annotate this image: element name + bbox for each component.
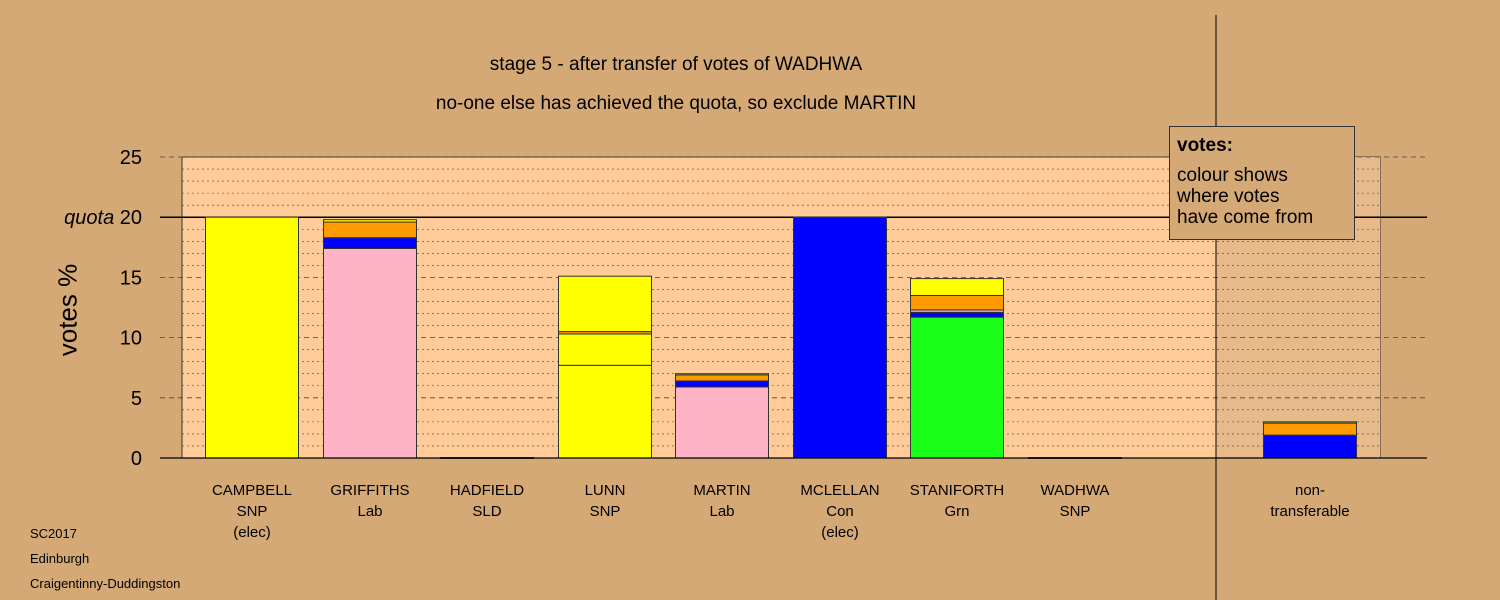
chart-title: stage 5 - after transfer of votes of WAD… [489, 54, 863, 75]
candidate-name: STANIFORTH [909, 482, 1005, 499]
candidate-name: MCLELLAN [800, 482, 880, 499]
bar-segment [205, 216, 299, 459]
bar-segment [675, 380, 769, 388]
bar-segment [558, 364, 652, 459]
candidate-name: MARTIN [693, 482, 751, 499]
bar-segment [910, 311, 1004, 318]
bar-segment [1263, 422, 1357, 436]
bar-segment [1263, 421, 1357, 424]
bar-segment [910, 278, 1004, 296]
candidate-name: LUNN [584, 482, 626, 499]
legend-line: where votes [1177, 186, 1280, 207]
y-tick-label: 0 [131, 448, 142, 470]
bar-segment [675, 386, 769, 459]
category-label-nontransferable: non- transferable [1250, 480, 1370, 522]
bar-segment [675, 374, 769, 382]
category-label-griffiths: GRIFFITHS Lab [310, 480, 430, 522]
bar-segment [910, 316, 1004, 459]
legend-line: have come from [1177, 207, 1314, 228]
candidate-name: CAMPBELL [211, 482, 293, 499]
y-axis-label: votes % [52, 263, 83, 357]
bar-segment [558, 275, 652, 333]
footer-line: Edinburgh [30, 551, 90, 566]
category-label-lunn: LUNN SNP [545, 480, 665, 522]
legend-box: votes: colour shows where votes have com… [1169, 126, 1355, 240]
bar-segment [323, 219, 417, 223]
bar-segment [323, 248, 417, 459]
category-label-hadfield: HADFIELD SLD [427, 480, 547, 522]
candidate-status: (elec) [233, 524, 271, 541]
y-tick-label: 10 [120, 328, 142, 350]
candidate-party: Grn [944, 503, 970, 520]
category-label-staniforth: STANIFORTH Grn [897, 480, 1017, 522]
y-tick-label: 25 [120, 147, 142, 169]
candidate-party: SNP [236, 503, 268, 520]
bar-segment [910, 294, 1004, 311]
bar-segment [323, 237, 417, 250]
candidate-status: (elec) [821, 524, 859, 541]
bar-segment [323, 221, 417, 239]
candidate-name: GRIFFITHS [330, 482, 410, 499]
category-label-martin: MARTIN Lab [662, 480, 782, 522]
category-label-campbell: CAMPBELL SNP (elec) [192, 480, 312, 543]
footer-caption: SC2017 Edinburgh Craigentinny-Duddingsto… [30, 521, 180, 596]
nontransferable-label-line: non- [1294, 482, 1326, 499]
y-tick-label: 5 [131, 388, 142, 410]
nontransferable-label-line: transferable [1270, 503, 1350, 520]
legend-heading: votes: [1177, 135, 1233, 156]
category-label-wadhwa: WADHWA SNP [1015, 480, 1135, 522]
footer-line: Craigentinny-Duddingston [30, 576, 181, 591]
bar-segment [558, 333, 652, 366]
chart-subtitle: no-one else has achieved the quota, so e… [435, 93, 917, 114]
candidate-party: Con [826, 503, 854, 520]
bar-segment [793, 216, 887, 459]
candidate-party: Lab [357, 503, 383, 520]
candidate-party: Lab [709, 503, 735, 520]
candidate-party: SLD [472, 503, 502, 520]
category-label-mclellan: MCLELLAN Con (elec) [780, 480, 900, 543]
bar-segment [675, 373, 769, 376]
footer-line: SC2017 [30, 526, 77, 541]
legend-line: colour shows [1177, 165, 1288, 186]
y-tick-label: 15 [120, 267, 142, 289]
candidate-name: WADHWA [1040, 482, 1110, 499]
bar-segment [1263, 434, 1357, 459]
candidate-name: HADFIELD [449, 482, 525, 499]
quota-tick-label: quota 20 [64, 207, 142, 229]
candidate-party: SNP [1059, 503, 1091, 520]
candidate-party: SNP [589, 503, 621, 520]
